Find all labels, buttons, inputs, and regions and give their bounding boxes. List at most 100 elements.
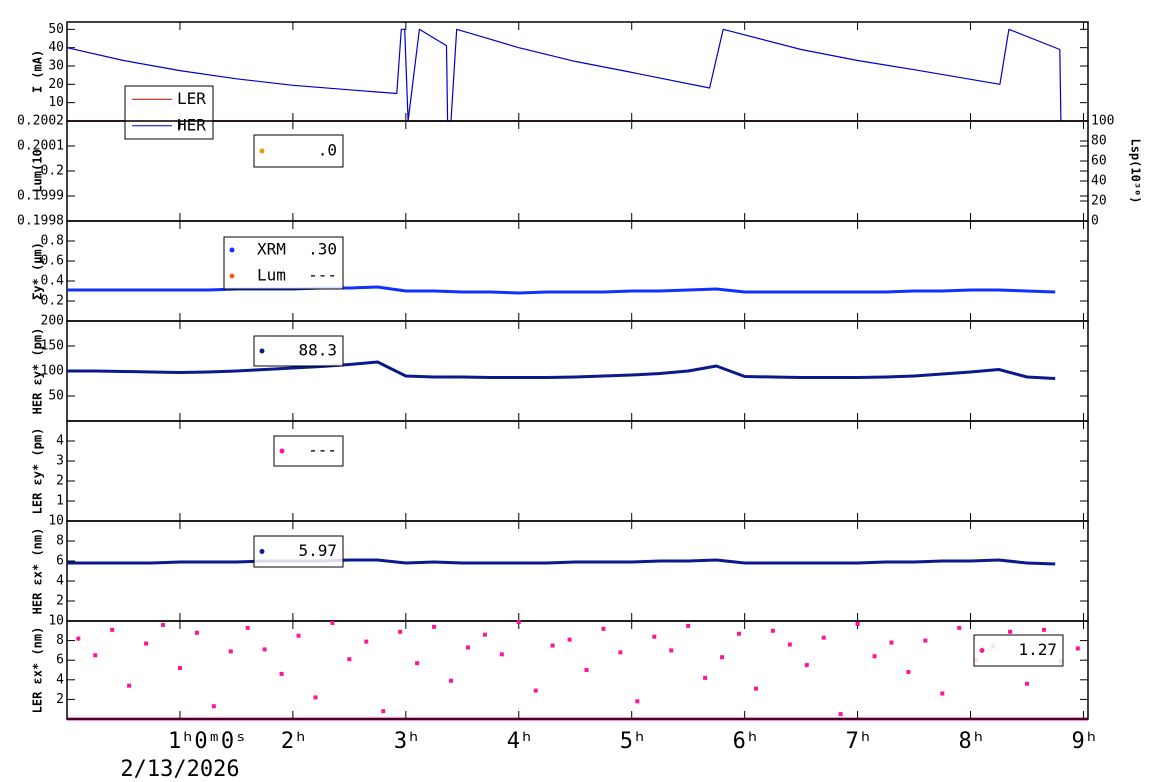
y-tick-label: 6 xyxy=(56,554,64,569)
series-line xyxy=(67,558,1056,566)
point xyxy=(194,630,199,635)
point xyxy=(110,627,115,632)
date-label: 2/13/2026 xyxy=(120,757,239,782)
point xyxy=(296,633,301,638)
point xyxy=(398,629,403,634)
point xyxy=(923,638,928,643)
legend-value: .30 xyxy=(308,240,337,259)
point xyxy=(703,675,708,680)
y-tick-label: 2 xyxy=(56,474,64,489)
y-tick-label: 4 xyxy=(56,672,64,687)
y-tick-label: 8 xyxy=(56,534,64,549)
point xyxy=(93,653,98,658)
x-tick-label: 6ʰ xyxy=(733,729,760,754)
x-tick-label: 4ʰ xyxy=(507,729,534,754)
legend-swatch xyxy=(229,247,235,253)
y-tick-label: 3 xyxy=(56,454,64,469)
point xyxy=(686,623,691,628)
point xyxy=(449,678,454,683)
legend-label: LER xyxy=(177,89,206,108)
y2-tick-label: 0 xyxy=(1091,214,1099,229)
y-tick-label: 6 xyxy=(56,653,64,668)
legend-box xyxy=(253,335,344,367)
legend-swatch xyxy=(259,148,265,154)
point xyxy=(211,704,216,709)
point xyxy=(516,619,521,624)
legend-value: .0 xyxy=(318,141,337,160)
y2-tick-label: 40 xyxy=(1091,174,1107,189)
point xyxy=(381,709,386,714)
y-tick-label: 30 xyxy=(48,59,64,74)
point xyxy=(228,649,233,654)
point xyxy=(432,624,437,629)
y-axis-title: I (mA) xyxy=(31,50,45,93)
y-tick-label: 2 xyxy=(56,692,64,707)
point xyxy=(177,666,182,671)
y-tick-label: 50 xyxy=(48,22,64,37)
x-tick-label: 5ʰ xyxy=(620,729,647,754)
point xyxy=(364,639,369,644)
point xyxy=(1008,629,1013,634)
legend-box xyxy=(273,435,344,467)
y-tick-label: 200 xyxy=(41,314,64,329)
point xyxy=(465,645,470,650)
y-tick-label: 0.1999 xyxy=(17,189,64,204)
point xyxy=(262,647,267,652)
y-tick-label: 40 xyxy=(48,40,64,55)
point xyxy=(770,628,775,633)
point xyxy=(855,621,860,626)
y-axis-title: HER εy* (pm) xyxy=(31,328,45,415)
y-tick-label: 4 xyxy=(56,434,64,449)
series-line xyxy=(67,360,1056,380)
legend-swatch xyxy=(979,648,985,653)
legend-box xyxy=(253,535,344,568)
point xyxy=(737,631,742,636)
point xyxy=(245,625,250,630)
point xyxy=(533,688,538,693)
point xyxy=(669,648,674,653)
y-tick-label: 1 xyxy=(56,494,64,509)
legend-box xyxy=(124,85,214,140)
y2-tick-label: 100 xyxy=(1091,114,1114,129)
point xyxy=(787,642,792,647)
point xyxy=(161,622,166,627)
y-tick-label: 2 xyxy=(56,594,64,609)
point xyxy=(940,691,945,696)
point xyxy=(618,650,623,655)
x-tick-label: 3ʰ xyxy=(394,729,421,754)
point xyxy=(144,641,149,646)
point xyxy=(313,695,318,700)
point xyxy=(482,632,487,637)
y-tick-label: 10 xyxy=(48,95,64,110)
y-axis-title: LER εx* (nm) xyxy=(31,627,45,714)
legend-swatch xyxy=(279,448,285,454)
point xyxy=(652,634,657,639)
point xyxy=(76,636,81,641)
y2-axis-title: Lsp(10³⁰) xyxy=(1129,138,1143,203)
y-axis-title: HER εx* (nm) xyxy=(31,528,45,615)
y-tick-label: 0.2002 xyxy=(17,114,64,129)
legend-label: HER xyxy=(177,115,206,134)
x-tick-label: 7ʰ xyxy=(846,729,873,754)
y-tick-label: 20 xyxy=(48,77,64,92)
y-tick-label: 150 xyxy=(41,339,64,354)
y-tick-label: 0.6 xyxy=(41,254,64,269)
y-tick-label: 8 xyxy=(56,633,64,648)
y-axis-title: LER εy* (pm) xyxy=(31,428,45,515)
point xyxy=(957,625,962,630)
point xyxy=(415,661,420,666)
point xyxy=(635,699,640,704)
y-tick-label: 0.1998 xyxy=(17,214,64,229)
legend-value: 1.27 xyxy=(1018,640,1057,659)
point xyxy=(584,668,589,672)
point xyxy=(720,655,725,660)
y-tick-label: 10 xyxy=(48,614,64,629)
point xyxy=(567,637,572,642)
x-tick-label: 9ʰ xyxy=(1071,729,1098,754)
y-tick-label: 0.2 xyxy=(41,294,64,309)
legend-value: 88.3 xyxy=(298,341,337,360)
y-axis-title: Lum(10 xyxy=(31,149,45,192)
panel-frame xyxy=(66,620,1089,720)
point xyxy=(872,654,877,659)
